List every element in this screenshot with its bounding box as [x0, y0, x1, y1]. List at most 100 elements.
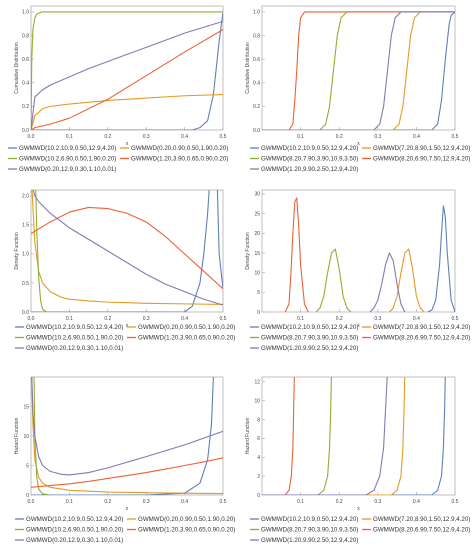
- legend-label: GWMWD(7.20,8.90,1.50,12.9,4.20): [373, 324, 470, 331]
- series-line-red: [284, 197, 309, 312]
- y-tick-label: 1.5: [22, 223, 29, 229]
- legend-label: GWMWD(0.20,0.90,0.50,1.90,0.20): [131, 145, 228, 152]
- x-axis-label: x: [126, 323, 129, 329]
- plot-frame: [30, 376, 224, 496]
- plot-frame: [261, 5, 456, 131]
- series-line-green: [262, 377, 332, 495]
- series-line-purple: [31, 377, 223, 476]
- legend-label: GWMWD(7.20,8.90,1.50,12.9,4.20): [373, 145, 470, 152]
- series-line-orange: [262, 377, 406, 495]
- legend-label: GWMWD(0.20,12.9,0.30,1.10,0.01): [26, 537, 123, 544]
- x-tick-label: 0.3: [143, 316, 150, 322]
- x-axis-label: x: [357, 506, 360, 512]
- series-line-purple: [31, 20, 223, 130]
- x-tick-label: 0.3: [374, 316, 381, 322]
- series-line-blue: [216, 190, 223, 289]
- chart-panel-4: 0.1 0.2 0.3 0.4 0.5 0 5 10 15 20 25 30 x Density Func…: [245, 189, 470, 352]
- plot-frame: [261, 189, 456, 313]
- y-tick-label: 0.6: [22, 57, 29, 63]
- legend-label: GWMWD(10.2,10.9,0.50,12.9,4.20): [26, 516, 123, 523]
- series-line-purple: [369, 252, 406, 312]
- y-tick-label: 15: [23, 404, 29, 410]
- x-tick-label: 0.1: [297, 134, 304, 140]
- series-line-orange: [31, 377, 223, 495]
- y-tick-label: 0.6: [253, 57, 260, 63]
- series-line-blue: [31, 377, 214, 495]
- y-tick-label: 20: [254, 231, 260, 237]
- y-axis-label: Density Function: [245, 232, 251, 269]
- legend-label: GWMWD(8.20,6.90,7.50,12.9,4.20): [373, 527, 470, 534]
- x-axis-label: x: [357, 323, 360, 329]
- x-tick-label: 0.2: [336, 316, 343, 322]
- series-line-blue: [262, 377, 446, 495]
- x-tick-label: 0.4: [181, 316, 188, 322]
- y-axis-label: Hazard Function: [14, 417, 20, 454]
- legend-label: GWMWD(10.2,10.9,0.50,12.9,4.20): [261, 145, 358, 152]
- x-tick-label: 0.4: [413, 316, 420, 322]
- x-tick-label: 0.4: [181, 134, 188, 140]
- legend-label: GWMWD(10.2,6.90,0.50,1.90,0.20): [26, 335, 123, 342]
- legend-label: GWMWD(1.20,3.90,0.65,0.90,0.20): [138, 527, 235, 534]
- y-tick-label: 0.0: [22, 310, 29, 316]
- x-tick-label: 0.1: [66, 134, 73, 140]
- y-tick-label: 25: [254, 211, 260, 217]
- legend-label: GWMWD(10.2,10.9,0.50,12.9,4.20): [261, 516, 358, 523]
- series-line-orange: [388, 248, 425, 312]
- chart-panel-2: 0.1 0.2 0.3 0.4 0.5 0.0 0.2 0.4 0.6 0.8 1.0 x Cumula…: [245, 5, 470, 173]
- series-line-orange: [31, 94, 223, 130]
- series-group: [31, 11, 223, 130]
- series-group: [284, 197, 455, 312]
- series-line-green: [315, 248, 352, 312]
- y-tick-label: 0.8: [253, 33, 260, 39]
- y-tick-label: 5: [26, 463, 29, 469]
- series-line-green: [31, 11, 223, 130]
- plot-frame: [30, 5, 224, 131]
- series-line-purple: [262, 11, 455, 130]
- x-tick-label: 0.3: [374, 499, 381, 505]
- plot-frame: [30, 189, 224, 313]
- y-tick-label: 0.4: [22, 81, 29, 87]
- y-tick-label: 10: [254, 398, 260, 404]
- x-tick-label: 0.3: [143, 499, 150, 505]
- y-tick-label: 2.0: [22, 194, 29, 200]
- legend-label: GWMWD(0.20,12.9,0.30,1.10,0.01): [19, 166, 116, 173]
- y-tick-label: 10: [23, 434, 29, 440]
- series-group: [262, 11, 455, 130]
- x-axis-label: x: [126, 141, 129, 147]
- y-tick-label: 1.0: [22, 10, 29, 16]
- y-tick-label: 0.4: [253, 81, 260, 87]
- y-tick-label: 4: [257, 455, 260, 461]
- series-line-purple: [32, 190, 223, 306]
- series-line-red: [31, 457, 223, 488]
- legend-label: GWMWD(1.20,3.90,0.65,0.90,0.20): [138, 335, 235, 342]
- series-group: [31, 190, 223, 312]
- x-tick-label: 0.3: [374, 134, 381, 140]
- chart-panel-5: 0.0 0.1 0.2 0.3 0.4 0.5 0 5 10 15 x Hazard Function…: [14, 376, 235, 544]
- y-tick-label: 0: [257, 493, 260, 499]
- x-tick-label: 0.1: [66, 499, 73, 505]
- x-tick-label: 0.0: [28, 499, 35, 505]
- y-axis-label: Hazard Function: [245, 417, 251, 454]
- x-tick-label: 0.4: [413, 499, 420, 505]
- legend-label: GWMWD(1.20,9.90,2.50,12.9,4.20): [261, 345, 358, 352]
- series-line-green: [33, 377, 51, 495]
- legend-label: GWMWD(10.2,10.9,0.50,12.9,4.20): [19, 145, 116, 152]
- x-tick-label: 0.0: [28, 316, 35, 322]
- x-tick-label: 0.5: [452, 499, 459, 505]
- x-tick-label: 0.2: [336, 134, 343, 140]
- y-tick-label: 10: [254, 270, 260, 276]
- y-tick-label: 30: [254, 192, 260, 198]
- legend-label: GWMWD(0.20,0.90,0.50,1.90,0.20): [138, 516, 235, 523]
- series-line-red: [31, 29, 223, 130]
- series-line-red: [262, 11, 455, 130]
- x-tick-label: 0.2: [336, 499, 343, 505]
- y-axis-label: Density Function: [14, 232, 20, 269]
- series-group: [31, 377, 223, 495]
- y-tick-label: 0.0: [253, 128, 260, 134]
- series-line-orange: [262, 11, 455, 130]
- x-tick-label: 0.1: [297, 499, 304, 505]
- x-tick-label: 0.2: [104, 499, 111, 505]
- legend: GWMWD(10.2,10.9,0.50,12.9,4.20) GWMWD(0.2…: [15, 516, 235, 544]
- x-tick-label: 0.5: [220, 134, 227, 140]
